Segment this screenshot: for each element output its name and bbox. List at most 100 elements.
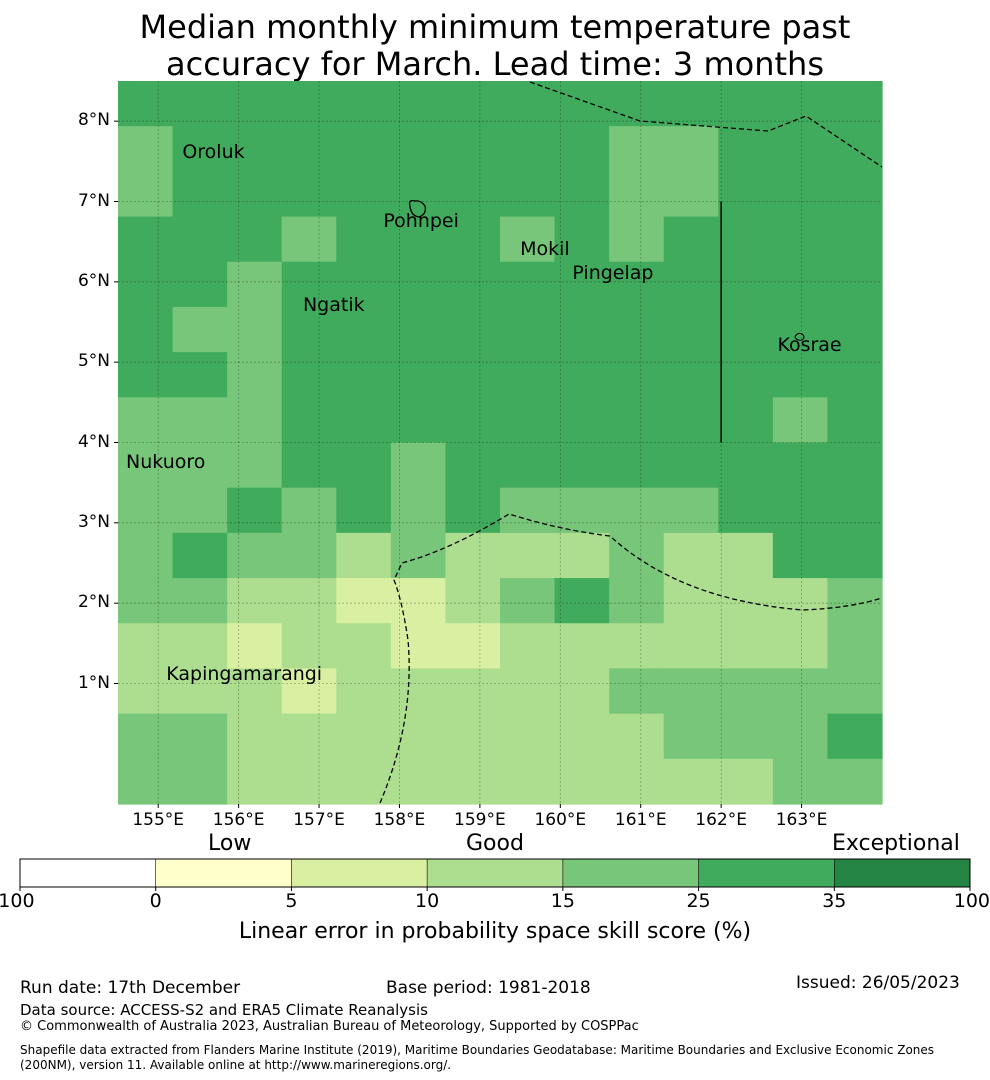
skill-cell: [718, 126, 774, 172]
skill-cell: [445, 81, 501, 127]
skill-cell: [827, 532, 883, 579]
eez-boundaries: [379, 81, 883, 804]
skill-cell: [390, 306, 447, 353]
skill-cell: [554, 713, 610, 760]
skill-cell: [554, 397, 610, 444]
colorbar-tick-label: 10: [415, 890, 440, 912]
map-title-line-2: accuracy for March. Lead time: 3 months: [166, 45, 824, 83]
skill-cell: [172, 261, 228, 308]
skill-cell: [663, 126, 719, 172]
skill-cell: [172, 578, 228, 624]
skill-cell: [172, 397, 228, 444]
skill-cell: [336, 126, 392, 172]
skill-cell: [118, 171, 174, 218]
skill-cell: [390, 668, 447, 715]
latitude-tick-label: 4°N: [77, 431, 110, 452]
skill-cell: [281, 171, 337, 218]
skill-cell: [445, 261, 501, 308]
axis-ticks: [114, 120, 803, 808]
skill-cell: [718, 487, 774, 534]
skill-cell: [118, 81, 174, 127]
latitude-tick-label: 8°N: [77, 110, 110, 131]
skill-grid: [118, 81, 883, 805]
skill-cell: [827, 713, 883, 760]
skill-cell: [118, 758, 174, 805]
skill-cell: [609, 578, 665, 624]
skill-cell: [281, 668, 337, 715]
colorbar-swatch: [427, 859, 563, 887]
skill-cell: [336, 216, 392, 263]
skill-cell: [609, 126, 665, 172]
skill-cell: [772, 442, 829, 489]
skill-cell: [336, 352, 392, 398]
skill-cell: [172, 81, 228, 127]
island-outlines: [408, 199, 805, 341]
skill-cell: [827, 352, 883, 398]
colorbar-tick-label: 25: [686, 890, 711, 912]
skill-cell: [554, 532, 610, 579]
colorbar-swatch: [20, 859, 156, 887]
skill-cell: [827, 668, 883, 715]
skill-cell: [227, 668, 283, 715]
longitude-tick-label: 163°E: [775, 810, 828, 830]
skill-cell: [827, 623, 883, 670]
skill-cell: [281, 397, 337, 444]
colorbar-category-good: Good: [466, 831, 524, 856]
skill-cell: [118, 487, 174, 534]
longitude-tick-label: 160°E: [534, 810, 587, 830]
skill-cell: [554, 352, 610, 398]
skill-cell: [609, 442, 665, 489]
skill-cell: [663, 442, 719, 489]
skill-cell: [390, 487, 447, 534]
skill-cell: [172, 352, 228, 398]
skill-cell: [663, 668, 719, 715]
skill-cell: [445, 532, 501, 579]
longitude-tick-label: 158°E: [373, 810, 426, 830]
skill-cell: [554, 623, 610, 670]
skill-cell: [500, 126, 556, 172]
skill-cell: [227, 532, 283, 579]
skill-cell: [390, 171, 447, 218]
skill-cell: [281, 306, 337, 353]
skill-cell: [718, 171, 774, 218]
skill-cell: [336, 758, 392, 805]
skill-cell: [609, 261, 665, 308]
skill-cell: [718, 623, 774, 670]
skill-cell: [445, 397, 501, 444]
skill-cell: [500, 352, 556, 398]
skill-cell: [772, 397, 829, 444]
skill-cell: [227, 442, 283, 489]
skill-cell: [663, 261, 719, 308]
skill-cell: [718, 216, 774, 263]
latitude-tick-label: 3°N: [77, 511, 110, 532]
colorbar-category-exceptional: Exceptional: [832, 831, 960, 856]
skill-cell: [445, 171, 501, 218]
skill-cell: [609, 758, 665, 805]
skill-cell: [281, 532, 337, 579]
skill-cell: [772, 713, 829, 760]
colorbar-swatch: [562, 859, 699, 887]
skill-cell: [227, 126, 283, 172]
skill-cell: [227, 623, 283, 670]
longitude-tick-label: 161°E: [614, 810, 667, 830]
skill-cell: [445, 713, 501, 760]
skill-cell: [718, 306, 774, 353]
skill-cell: [609, 352, 665, 398]
skill-cell: [609, 713, 665, 760]
run-date: Run date: 17th December: [20, 978, 241, 998]
skill-cell: [390, 532, 447, 579]
skill-cell: [663, 532, 719, 579]
colorbar-swatch: [834, 859, 970, 887]
skill-cell: [390, 216, 447, 263]
skill-cell: [554, 261, 610, 308]
skill-cell: [663, 713, 719, 760]
skill-cell: [718, 758, 774, 805]
skill-cell: [281, 81, 337, 127]
map-title-line-1: Median monthly minimum temperature past: [139, 8, 851, 46]
skill-cell: [772, 668, 829, 715]
skill-cell: [718, 261, 774, 308]
skill-cell: [227, 171, 283, 218]
skill-cell: [172, 713, 228, 760]
skill-cell: [772, 532, 829, 579]
